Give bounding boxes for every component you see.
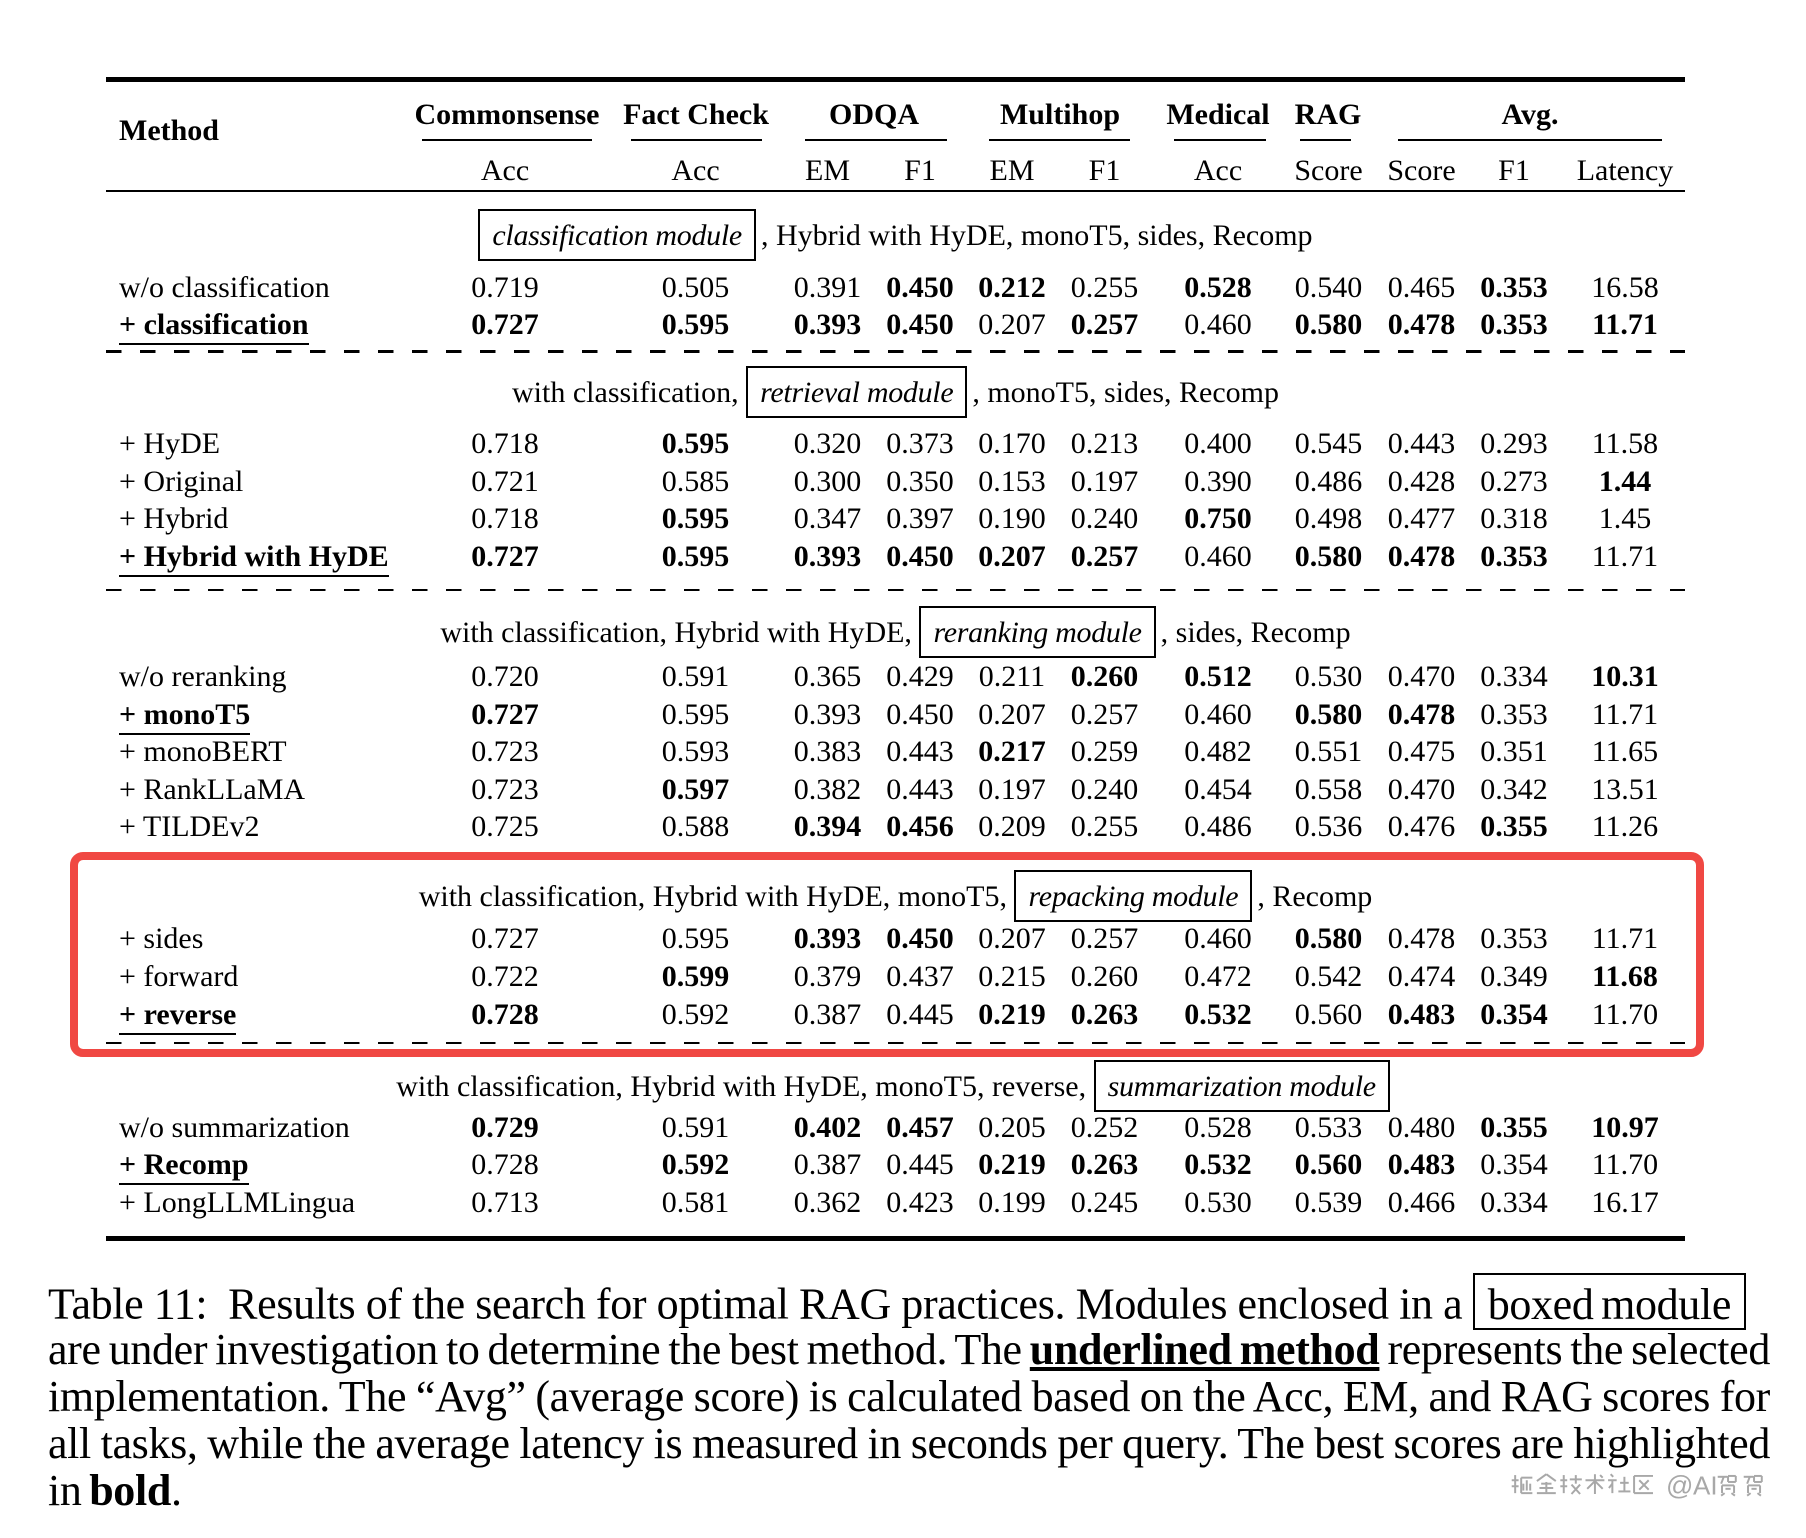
svg-text:@: @ (1666, 1471, 1693, 1501)
svg-text:AI: AI (1693, 1471, 1718, 1501)
